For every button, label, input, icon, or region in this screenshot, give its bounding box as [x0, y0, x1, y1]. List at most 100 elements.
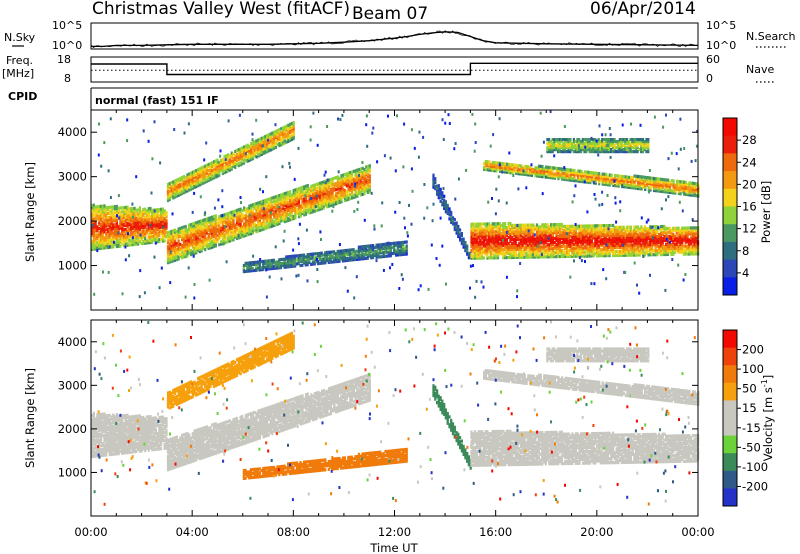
power-cell	[290, 207, 293, 211]
power-cell	[301, 211, 304, 215]
power-cell	[257, 203, 260, 207]
power-cell	[188, 235, 191, 239]
power-cell	[260, 206, 263, 210]
power-cell	[274, 217, 278, 221]
power-cell	[133, 240, 136, 244]
power-cell	[271, 208, 274, 212]
power-cell	[147, 225, 150, 229]
power-cell	[151, 218, 154, 222]
power-cell	[129, 229, 133, 233]
power-cell	[299, 192, 302, 196]
power-cell	[253, 228, 256, 232]
power-cell	[189, 235, 193, 239]
power-cell	[161, 227, 164, 231]
power-cell	[274, 145, 278, 149]
power-cell	[160, 223, 163, 227]
power-cell	[257, 221, 260, 225]
power-cell	[230, 226, 233, 230]
power-cell	[179, 252, 182, 256]
power-cell	[255, 216, 258, 220]
power-cell	[260, 226, 263, 230]
power-cell	[232, 226, 235, 230]
power-cell	[115, 224, 118, 229]
power-cell	[193, 223, 196, 227]
power-cell	[133, 212, 136, 216]
power-cell	[200, 225, 203, 229]
power-cell	[198, 233, 201, 238]
power-cell	[129, 225, 133, 229]
power-cell	[106, 241, 110, 246]
power-cell	[153, 222, 156, 226]
power-cell	[248, 226, 251, 230]
power-cell	[276, 212, 279, 216]
power-cell	[232, 222, 235, 226]
power-cell	[218, 225, 221, 229]
power-cell	[227, 228, 230, 232]
power-cell	[177, 241, 180, 245]
power-cell	[166, 235, 170, 239]
power-cell	[280, 199, 283, 203]
power-cell	[191, 224, 194, 228]
power-cell	[99, 244, 103, 248]
power-cell	[161, 229, 164, 233]
power-cell	[121, 230, 124, 234]
power-cell	[271, 220, 274, 224]
power-cell	[195, 239, 198, 243]
power-cell	[267, 201, 270, 205]
power-cell	[91, 209, 94, 213]
power-cell	[129, 233, 133, 237]
power-cell	[241, 219, 244, 223]
power-cell	[184, 254, 187, 259]
power-cell	[124, 209, 127, 213]
power-cell	[315, 196, 318, 200]
power-cell	[209, 232, 212, 236]
power-cell	[106, 243, 110, 248]
power-cell	[98, 232, 101, 237]
power-cell	[246, 211, 249, 215]
power-cell	[292, 194, 295, 199]
power-cell	[92, 227, 95, 231]
power-cell	[292, 216, 295, 221]
power-cell	[437, 184, 440, 188]
power-cell	[250, 217, 253, 222]
power-cell	[220, 226, 223, 230]
power-cell	[200, 245, 203, 249]
power-cell	[239, 229, 242, 233]
power-cell	[237, 208, 240, 212]
power-cell	[160, 225, 163, 229]
power-cell	[312, 210, 315, 214]
power-cell	[266, 218, 269, 222]
power-cell	[237, 224, 240, 228]
power-cell	[368, 174, 371, 178]
power-cell	[209, 246, 212, 250]
power-cell	[285, 219, 288, 223]
power-cell	[182, 255, 185, 259]
power-cell	[165, 211, 168, 215]
power-cell	[175, 254, 178, 258]
power-cell	[96, 243, 99, 247]
power-cell	[147, 221, 150, 225]
power-cell	[266, 214, 269, 218]
power-cell	[198, 223, 201, 228]
power-cell	[114, 225, 117, 229]
power-cell	[188, 249, 191, 253]
power-cell	[140, 216, 143, 220]
power-cell	[172, 255, 175, 259]
power-cell	[156, 214, 159, 218]
power-cell	[122, 224, 126, 228]
power-cell	[257, 225, 260, 229]
power-cell	[234, 235, 237, 239]
power-cell	[154, 234, 157, 238]
power-cell	[177, 231, 180, 235]
power-cell	[156, 224, 159, 228]
power-cell	[174, 246, 177, 250]
power-cell	[145, 221, 149, 225]
power-cell	[273, 213, 276, 217]
power-cell	[99, 204, 103, 208]
power-cell	[218, 243, 221, 247]
power-cell	[126, 243, 129, 247]
power-cell	[299, 208, 302, 212]
power-cell	[92, 247, 95, 251]
power-cell	[216, 217, 219, 221]
power-cell	[133, 220, 136, 224]
